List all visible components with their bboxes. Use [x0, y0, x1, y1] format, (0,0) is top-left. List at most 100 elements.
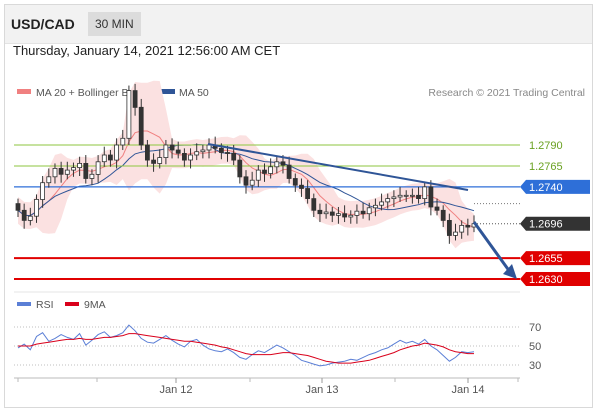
candle-body [255, 169, 261, 181]
candle-body [299, 184, 304, 189]
candle-body [138, 106, 144, 146]
chart-header: USD/CAD 30 MIN [5, 5, 592, 44]
candle-body [206, 144, 212, 151]
candle-body [453, 231, 458, 236]
candle-body [323, 211, 329, 215]
chart-frame: USD/CAD 30 MIN [4, 4, 593, 408]
forecast-arrow-shaft [472, 221, 512, 273]
candle-body [342, 213, 348, 218]
candle-body [194, 151, 200, 156]
candle-body [305, 188, 311, 200]
candle-body [71, 167, 76, 171]
x-tick-label: Jan 12 [159, 384, 192, 396]
candle-body [95, 161, 101, 175]
candle-body [163, 144, 169, 159]
candle-body [416, 194, 421, 200]
bollinger-band [18, 80, 474, 249]
candle-body [354, 210, 360, 216]
candle-body [243, 176, 249, 186]
candle-body [459, 224, 465, 233]
candle-body [157, 157, 163, 164]
candle-body [422, 186, 428, 199]
rsi-9ma-line [18, 333, 474, 364]
candle-body [465, 224, 471, 228]
candle-body [151, 159, 157, 164]
candle-body [366, 207, 372, 215]
forecast-arrow-head [503, 264, 517, 279]
ma20-line [17, 130, 475, 228]
candle-body [372, 204, 378, 209]
credit-text: Research © 2021 Trading Central [428, 87, 585, 99]
candle-body [403, 194, 409, 197]
candle-body [132, 90, 138, 108]
level-label: 1.2630 [529, 274, 563, 286]
candle-body [21, 209, 27, 221]
currency-pair: USD/CAD [11, 16, 75, 32]
candle-body [274, 161, 280, 168]
ma50-line [17, 143, 475, 217]
rsi-tick-label: 50 [529, 341, 541, 353]
legend-ma-bb-swatch [17, 89, 31, 94]
candle-body [34, 198, 39, 217]
candle-body [52, 167, 58, 178]
candle-body [379, 201, 385, 206]
legend-rsi: RSI [36, 299, 54, 311]
candle-body [83, 162, 89, 179]
candle-body [385, 198, 391, 203]
candle-body [348, 214, 354, 218]
candle-body [428, 186, 434, 208]
candle-body [200, 149, 206, 153]
candle-body [292, 178, 298, 186]
candle-body [446, 219, 452, 236]
pivot-tag [520, 179, 590, 194]
candle-body [311, 198, 317, 211]
timeframe-badge[interactable]: 30 MIN [88, 12, 141, 36]
legend-ma50: MA 50 [179, 87, 209, 99]
legend-9ma: 9MA [84, 299, 106, 311]
support-tag [520, 251, 590, 266]
candle-body [225, 152, 230, 154]
candle-body [108, 154, 113, 161]
x-axis: Jan 12 Jan 13 Jan 14 [17, 378, 519, 396]
legend-ma-bb: MA 20 + Bollinger Bands [36, 87, 151, 99]
x-tick-label: Jan 13 [305, 384, 338, 396]
date-line: Thursday, January 14, 2021 12:56:00 AM C… [13, 43, 281, 58]
candle-body [262, 169, 267, 174]
candle-body [120, 137, 126, 146]
candle-body [335, 213, 341, 216]
level-label: 1.2696 [529, 219, 563, 231]
candle-body [58, 167, 64, 175]
candle-body [27, 215, 33, 221]
candle-body [231, 152, 237, 161]
x-tick-label: Jan 14 [451, 384, 484, 396]
candle-body [391, 196, 397, 199]
trendline [207, 143, 469, 191]
candle-body [169, 144, 175, 151]
last-price-tag [520, 216, 590, 231]
candle-body [181, 152, 187, 161]
candle-body [46, 176, 52, 184]
candle-body [434, 206, 440, 211]
rsi-tick-label: 70 [529, 322, 541, 334]
candle-body [218, 147, 224, 153]
candle-body [286, 164, 292, 179]
candle-body [268, 166, 274, 174]
price-panel: 1.2790 1.2765 1.2740 1.2696 1.2655 1.2630 [14, 80, 590, 286]
candle-body [329, 211, 335, 216]
level-label: 1.2655 [529, 253, 563, 265]
support-tag [520, 272, 590, 286]
candle-body [114, 144, 119, 161]
candle-body [89, 173, 95, 179]
level-label: 1.2765 [529, 161, 563, 173]
candle-body [317, 209, 323, 215]
candle-body [64, 169, 70, 175]
candle-body [237, 159, 243, 178]
rsi-line [17, 324, 475, 367]
rsi-panel: 70 50 30 [14, 322, 541, 372]
candle-body [126, 90, 132, 139]
legend-rsi-swatch [17, 302, 31, 306]
candle-body [280, 161, 286, 166]
candle-body [175, 149, 181, 154]
legend-9ma-swatch [65, 302, 79, 306]
